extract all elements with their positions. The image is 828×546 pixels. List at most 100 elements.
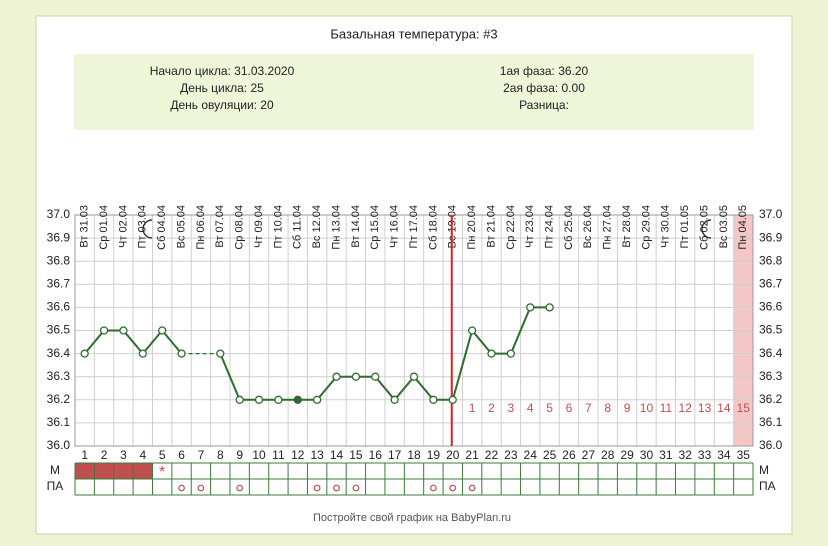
luteal-day-label: 9: [624, 401, 631, 415]
pa-mark: [449, 484, 457, 492]
date-label: Чт 02.04: [117, 205, 129, 248]
m-label-right: М: [759, 463, 769, 477]
m-cell: [75, 463, 95, 479]
y-tick-label-right: 36.3: [759, 369, 783, 383]
date-label: Чт 09.04: [253, 205, 265, 248]
date-label: Пт 17.04: [408, 205, 420, 249]
y-tick-label-right: 36.8: [759, 253, 783, 267]
x-tick-label: 30: [640, 448, 654, 462]
x-tick-label: 23: [504, 448, 518, 462]
luteal-day-label: 12: [679, 401, 693, 415]
moon-icon: [142, 219, 153, 239]
x-tick-label: 2: [101, 448, 108, 462]
x-tick-label: 13: [310, 448, 324, 462]
luteal-day-label: 15: [737, 401, 751, 415]
date-label: Вс 12.04: [311, 205, 323, 248]
temperature-point: [216, 349, 225, 358]
x-tick-label: 14: [330, 448, 344, 462]
y-tick-label: 37.0: [47, 207, 71, 221]
moon-icon: [701, 219, 712, 239]
pa-mark: [313, 484, 321, 492]
temperature-point: [332, 372, 341, 381]
date-label: Пт 10.04: [272, 205, 284, 249]
temperature-point: [138, 349, 147, 358]
date-label: Вт 21.04: [485, 205, 497, 248]
y-tick-label: 36.5: [47, 323, 71, 337]
y-tick-label-right: 36.4: [759, 346, 783, 360]
temperature-point: [254, 395, 264, 404]
date-label: Вт 31.03: [79, 205, 91, 248]
y-tick-label: 36.9: [47, 230, 71, 244]
date-label: Ср 08.04: [234, 205, 246, 250]
x-tick-label: 27: [582, 448, 596, 462]
luteal-day-label: 3: [508, 401, 515, 415]
date-label: Вс 26.04: [582, 205, 594, 248]
info-right: 1ая фаза: 36.20: [500, 64, 589, 78]
date-label: Пн 04.05: [737, 205, 749, 250]
temperature-point: [274, 395, 283, 404]
date-label: Ср 01.04: [98, 205, 110, 250]
date-label: Вт 28.04: [621, 205, 633, 248]
date-label: Пн 27.04: [602, 205, 614, 250]
m-cell: [113, 463, 134, 479]
x-tick-label: 17: [388, 448, 402, 462]
date-label: Сб 11.04: [292, 205, 304, 249]
temperature-point: [80, 349, 89, 358]
luteal-day-label: 5: [546, 401, 553, 415]
x-tick-label: 9: [236, 448, 243, 462]
x-tick-label: 15: [349, 448, 363, 462]
y-tick-label: 36.7: [47, 276, 71, 290]
date-label: Пт 03.04: [137, 205, 149, 249]
temperature-point: [506, 349, 516, 358]
x-tick-label: 28: [601, 448, 615, 462]
y-tick-label: 36.1: [47, 415, 71, 429]
pa-mark: [178, 484, 185, 492]
x-tick-label: 16: [369, 448, 383, 462]
date-label: Вт 07.04: [214, 205, 226, 248]
date-label: Ср 22.04: [505, 205, 517, 250]
date-label: Сб 18.04: [427, 205, 439, 250]
x-tick-label: 21: [465, 448, 479, 462]
y-tick-label-right: 36.2: [759, 392, 783, 406]
temperature-point: [351, 372, 361, 381]
x-tick-label: 20: [446, 448, 460, 462]
x-tick-label: 6: [178, 448, 185, 462]
y-tick-label-right: 36.1: [759, 415, 783, 429]
x-tick-label: 31: [659, 448, 673, 462]
x-tick-label: 25: [543, 448, 557, 462]
temperature-point: [158, 326, 167, 335]
chart-title: Базальная температура: #3: [330, 26, 497, 41]
pa-mark: [429, 484, 437, 492]
date-label: Сб 04.04: [156, 205, 168, 250]
info-left: Начало цикла: 31.03.2020: [150, 64, 295, 78]
x-tick-label: 12: [291, 448, 305, 462]
info-left: День овуляции: 20: [170, 98, 274, 112]
pa-mark: [236, 484, 244, 492]
luteal-day-label: 4: [527, 401, 534, 415]
luteal-day-label: 1: [469, 401, 476, 415]
m-label: М: [50, 463, 60, 477]
temperature-point: [545, 303, 554, 312]
luteal-day-label: 2: [488, 401, 495, 415]
date-label: Ср 29.04: [640, 205, 652, 250]
y-tick-label-right: 36.7: [759, 276, 783, 290]
date-label: Вт 14.04: [350, 205, 362, 248]
footer: Постройте свой график на BabyPlan.ru: [313, 512, 511, 524]
temperature-point: [312, 395, 322, 404]
date-label: Ср 15.04: [369, 205, 381, 250]
m-cell: [133, 463, 153, 479]
temperature-point: [409, 372, 419, 381]
pa-label-right: ПА: [759, 479, 776, 493]
x-tick-label: 35: [737, 448, 751, 462]
info-left: День цикла: 25: [180, 81, 264, 95]
x-tick-label: 34: [717, 448, 731, 462]
temperature-point: [429, 395, 438, 404]
x-tick-label: 11: [272, 448, 285, 462]
temperature-point: [99, 326, 109, 335]
temperature-point: [235, 395, 244, 404]
y-tick-label: 36.4: [47, 346, 71, 360]
date-label: Пн 13.04: [330, 205, 342, 250]
luteal-day-label: 13: [698, 401, 712, 415]
